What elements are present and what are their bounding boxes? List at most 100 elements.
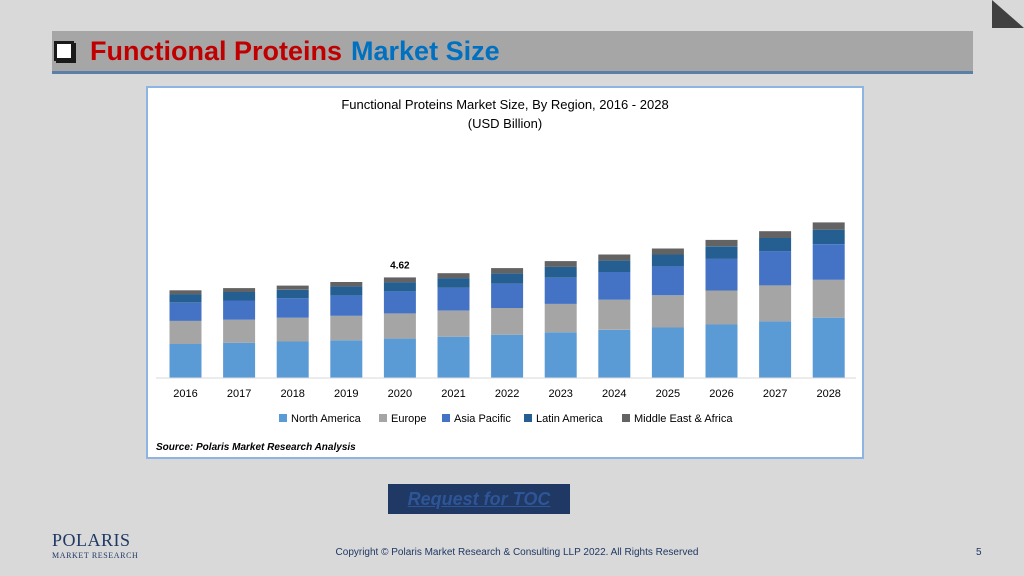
chart-title: Functional Proteins Market Size, By Regi… — [341, 97, 668, 112]
bar-2016-latin-america — [169, 294, 202, 303]
request-toc-button[interactable]: Request for TOC — [388, 484, 570, 514]
x-tick-label: 2026 — [709, 388, 733, 400]
x-tick-label: 2019 — [334, 388, 358, 400]
x-tick-label: 2023 — [548, 388, 572, 400]
bar-2020-europe — [383, 313, 416, 339]
bar-2028-asia-pacific — [812, 244, 845, 280]
bar-2022-latin-america — [491, 273, 524, 284]
bar-2018-middle-east-africa — [276, 285, 309, 290]
bar-2027-europe — [759, 285, 792, 322]
bar-2017-middle-east-africa — [223, 288, 256, 292]
bar-2023-europe — [544, 303, 577, 333]
bar-2028-latin-america — [812, 229, 845, 244]
bar-2022-asia-pacific — [491, 283, 524, 308]
bar-2016-middle-east-africa — [169, 290, 202, 295]
bar-2016-asia-pacific — [169, 302, 202, 321]
bar-2020-asia-pacific — [383, 291, 416, 314]
chart-subtitle: (USD Billion) — [468, 116, 542, 131]
legend-label: Europe — [391, 413, 426, 425]
bar-2025-europe — [651, 295, 684, 328]
bar-2025-asia-pacific — [651, 266, 684, 296]
x-tick-label: 2016 — [173, 388, 197, 400]
x-tick-label: 2022 — [495, 388, 519, 400]
bar-2019-latin-america — [330, 286, 363, 296]
bar-2024-latin-america — [598, 260, 631, 272]
bar-2020-north-america — [383, 338, 416, 378]
bar-2018-asia-pacific — [276, 298, 309, 318]
bar-2027-asia-pacific — [759, 251, 792, 286]
bar-2027-latin-america — [759, 238, 792, 252]
x-tick-label: 2027 — [763, 388, 787, 400]
logo-sub-text: MARKET RESEARCH — [52, 551, 139, 560]
bar-2017-north-america — [223, 342, 256, 378]
bar-2026-north-america — [705, 324, 738, 378]
bar-2025-latin-america — [651, 254, 684, 267]
bar-2016-europe — [169, 320, 202, 344]
x-tick-label: 2021 — [441, 388, 465, 400]
bar-2019-asia-pacific — [330, 295, 363, 316]
bar-2021-north-america — [437, 336, 470, 378]
bar-2023-north-america — [544, 332, 577, 378]
bar-2017-europe — [223, 319, 256, 343]
bar-2018-europe — [276, 317, 309, 342]
bar-2024-middle-east-africa — [598, 254, 631, 261]
legend-swatch — [524, 414, 532, 422]
bar-2026-asia-pacific — [705, 258, 738, 291]
bar-2019-middle-east-africa — [330, 282, 363, 287]
bar-2019-north-america — [330, 340, 363, 378]
legend-label: Latin America — [536, 413, 604, 425]
copyright-text: Copyright © Polaris Market Research & Co… — [335, 547, 699, 558]
bar-2022-north-america — [491, 334, 524, 378]
bar-2024-europe — [598, 299, 631, 330]
x-tick-label: 2017 — [227, 388, 251, 400]
bar-2026-europe — [705, 290, 738, 325]
slide-title-secondary: Market Size — [351, 35, 500, 66]
bar-2021-middle-east-africa — [437, 273, 470, 279]
legend-label: Asia Pacific — [454, 413, 511, 425]
bar-2018-latin-america — [276, 289, 309, 299]
legend-swatch — [622, 414, 630, 422]
checkbox-bullet-icon — [54, 41, 76, 63]
slide-title-bar: Functional Proteins Market Size — [52, 31, 973, 74]
bar-2023-asia-pacific — [544, 277, 577, 304]
legend-label: Middle East & Africa — [634, 413, 733, 425]
logo-main-text: POLARIS — [52, 530, 131, 550]
polaris-logo: POLARIS MARKET RESEARCH — [52, 531, 138, 560]
bar-2022-europe — [491, 308, 524, 335]
bar-2021-asia-pacific — [437, 287, 470, 311]
legend-swatch — [279, 414, 287, 422]
bar-2019-europe — [330, 315, 363, 341]
bar-2017-asia-pacific — [223, 300, 256, 320]
bar-2016-north-america — [169, 344, 202, 378]
bar-2025-north-america — [651, 327, 684, 378]
bar-2028-north-america — [812, 317, 845, 378]
bar-2026-middle-east-africa — [705, 239, 738, 247]
bar-2026-latin-america — [705, 246, 738, 259]
bar-2027-north-america — [759, 321, 792, 378]
data-label-2020: 4.62 — [390, 260, 410, 271]
bar-2024-north-america — [598, 329, 631, 378]
x-tick-label: 2028 — [816, 388, 840, 400]
bar-2021-latin-america — [437, 278, 470, 288]
x-tick-label: 2020 — [388, 388, 412, 400]
bar-2020-latin-america — [383, 282, 416, 292]
chart-source: Source: Polaris Market Research Analysis — [156, 442, 356, 453]
chart-container: Functional Proteins Market Size, By Regi… — [146, 86, 864, 459]
bar-2027-middle-east-africa — [759, 231, 792, 238]
legend-label: North America — [291, 413, 362, 425]
bar-2024-asia-pacific — [598, 272, 631, 300]
corner-triangle-icon — [992, 0, 1024, 28]
legend-swatch — [442, 414, 450, 422]
bar-2023-middle-east-africa — [544, 261, 577, 267]
x-tick-label: 2018 — [280, 388, 304, 400]
bar-2028-europe — [812, 279, 845, 318]
slide-title-primary: Functional Proteins — [90, 35, 343, 66]
bar-2023-latin-america — [544, 266, 577, 278]
x-tick-label: 2024 — [602, 388, 626, 400]
bar-2025-middle-east-africa — [651, 248, 684, 255]
page-number: 5 — [976, 547, 982, 558]
bar-2028-middle-east-africa — [812, 222, 845, 230]
x-tick-label: 2025 — [656, 388, 680, 400]
bar-2021-europe — [437, 310, 470, 337]
bar-2018-north-america — [276, 341, 309, 378]
